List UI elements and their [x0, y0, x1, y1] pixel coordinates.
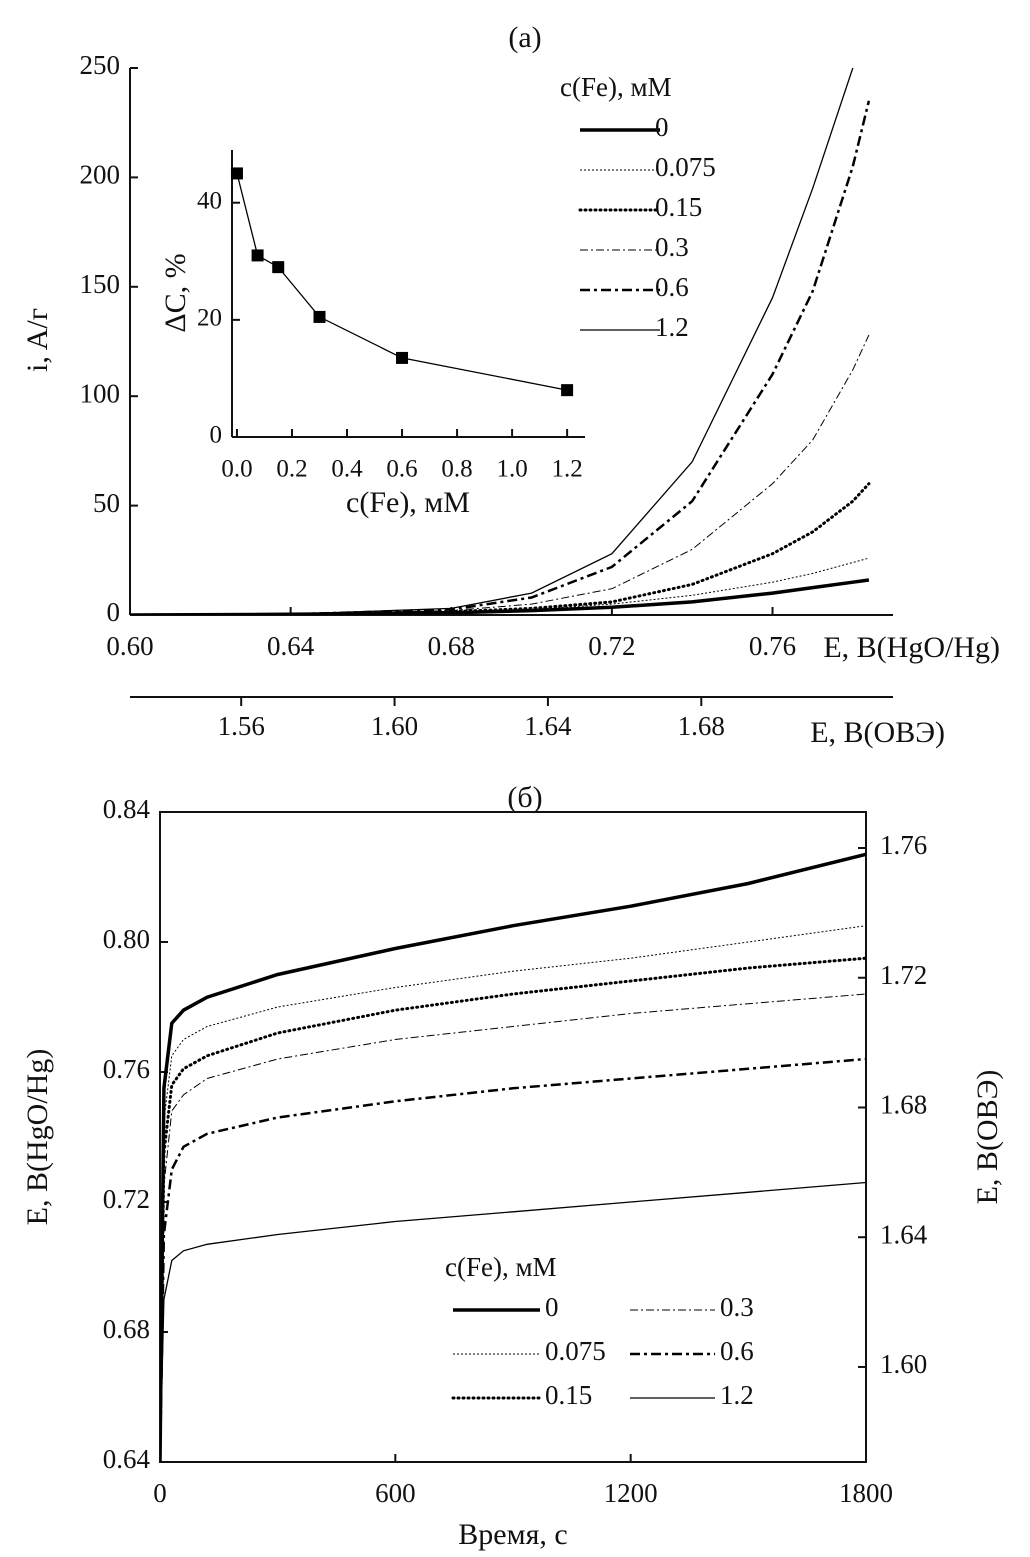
y2-axis-label: E, В(ОВЭ)	[971, 1070, 1004, 1205]
x-tick-label: 1.2	[551, 456, 582, 483]
chart-title: (a)	[508, 21, 541, 54]
x-tick-label: 0.64	[267, 631, 315, 661]
x2-tick-label: 1.56	[218, 711, 265, 741]
marker	[272, 261, 285, 274]
y2-tick-label: 1.64	[880, 1219, 928, 1249]
y-tick-label: 0.68	[103, 1314, 150, 1344]
y2-tick-label: 1.76	[880, 830, 927, 860]
plot-area	[160, 852, 866, 1462]
series-line	[130, 68, 854, 615]
y-tick-label: 0.76	[103, 1054, 150, 1084]
y-tick-label: 250	[80, 50, 121, 80]
y2-tick-label: 1.72	[880, 960, 927, 990]
y-axis-label: E, В(HgO/Hg)	[21, 1049, 54, 1226]
legend-title: c(Fe), мМ	[560, 72, 672, 102]
x-tick-label: 1.0	[496, 456, 527, 483]
series-line	[160, 852, 866, 1462]
legend-label: 0.075	[655, 152, 716, 182]
y-tick-label: 150	[80, 269, 121, 299]
x-axis-label: E, В(HgO/Hg)	[823, 631, 1000, 664]
x-tick-label: 0	[153, 1478, 167, 1508]
legend-label: 1.2	[655, 312, 689, 342]
marker	[230, 167, 243, 180]
x-tick-label: 1800	[839, 1478, 893, 1508]
y-axis-label: i, A/г	[21, 308, 54, 372]
y-tick-label: 0.84	[103, 794, 151, 824]
x-tick-label: 600	[375, 1478, 416, 1508]
legend-label: 0.6	[655, 272, 689, 302]
plot-area	[130, 68, 871, 615]
legend-label: 0.075	[545, 1336, 606, 1366]
x-tick-label: 0.68	[428, 631, 475, 661]
legend-label: 0	[545, 1292, 559, 1322]
plot-frame	[159, 811, 867, 1463]
y2-tick-label: 1.68	[880, 1090, 927, 1120]
x-tick-label: 0.2	[276, 456, 307, 483]
x-tick-label: 0.76	[749, 631, 796, 661]
y-tick-label: 0.64	[103, 1444, 151, 1474]
y2-tick-label: 1.60	[880, 1349, 927, 1379]
y-axis-label: ΔC, %	[159, 253, 192, 332]
x-tick-label: 0.60	[106, 631, 153, 661]
x-tick-label: 0.8	[441, 456, 472, 483]
plot-area	[236, 173, 568, 391]
y-tick-label: 20	[197, 305, 222, 332]
x-tick-label: 0.72	[588, 631, 635, 661]
x-tick-label: 0.6	[386, 456, 417, 483]
x-tick-label: 0.0	[221, 456, 252, 483]
x2-tick-label: 1.68	[678, 711, 725, 741]
series-line	[160, 1057, 866, 1462]
chart-title: (б)	[507, 781, 542, 814]
y-tick-label: 0.72	[103, 1184, 150, 1214]
legend-title: c(Fe), мМ	[445, 1252, 557, 1282]
y-tick-label: 200	[80, 160, 121, 190]
x-tick-label: 0.4	[331, 456, 363, 483]
marker	[396, 351, 409, 364]
x2-axis-label: E, В(ОВЭ)	[810, 716, 945, 749]
legend-label: 0.6	[720, 1336, 754, 1366]
legend-label: 0.3	[720, 1292, 754, 1322]
legend-label: 0.15	[655, 192, 702, 222]
y-tick-label: 100	[80, 378, 121, 408]
series-line	[160, 925, 866, 1462]
legend-label: 0	[655, 112, 669, 142]
x2-tick-label: 1.64	[524, 711, 572, 741]
marker	[251, 249, 264, 262]
series-line	[160, 993, 866, 1462]
y-tick-label: 40	[197, 187, 222, 214]
y-tick-label: 50	[93, 488, 120, 518]
series-line	[160, 1181, 866, 1462]
y-tick-label: 0.80	[103, 924, 150, 954]
legend-label: 1.2	[720, 1380, 754, 1410]
marker	[313, 310, 326, 323]
series-line	[160, 956, 866, 1462]
series-line	[236, 173, 568, 391]
x-axis-label: c(Fe), мМ	[346, 486, 470, 519]
y-tick-label: 0	[107, 597, 121, 627]
x2-tick-label: 1.60	[371, 711, 418, 741]
legend-label: 0.3	[655, 232, 689, 262]
marker	[561, 384, 574, 397]
x-tick-label: 1200	[604, 1478, 658, 1508]
legend-label: 0.15	[545, 1380, 592, 1410]
y-tick-label: 0	[210, 422, 223, 449]
x-axis-label: Время, с	[458, 1518, 567, 1551]
